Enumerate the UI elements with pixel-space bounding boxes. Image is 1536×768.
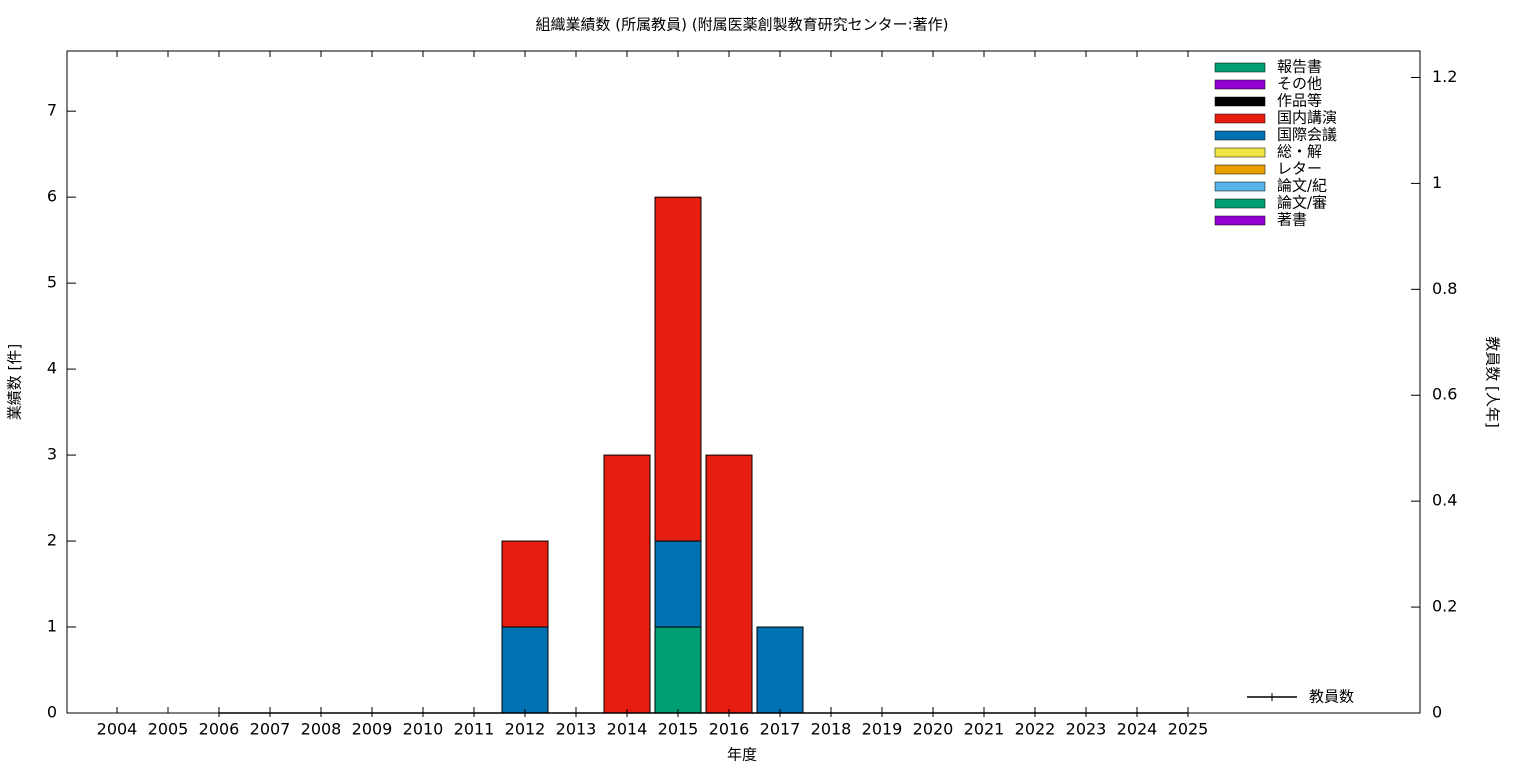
bar-segment bbox=[603, 454, 651, 714]
legend-swatch bbox=[1214, 164, 1266, 175]
legend-label: 論文/紀 bbox=[1277, 177, 1327, 195]
y2-tick-label: 1.2 bbox=[1432, 67, 1457, 86]
x-tick-label: 2009 bbox=[352, 720, 393, 739]
bar-segment bbox=[654, 626, 702, 714]
legend-swatch bbox=[1214, 215, 1266, 226]
bar-segment bbox=[756, 626, 804, 714]
legend-swatch bbox=[1214, 113, 1266, 124]
legend-label: その他 bbox=[1277, 75, 1322, 93]
legend-label: 教員数 bbox=[1309, 688, 1354, 706]
x-tick-label: 2016 bbox=[709, 720, 750, 739]
bar-segment bbox=[654, 196, 702, 542]
x-tick-label: 2015 bbox=[658, 720, 699, 739]
x-tick-label: 2007 bbox=[250, 720, 291, 739]
legend-label: 作品等 bbox=[1277, 92, 1322, 110]
y2-tick-label: 0.4 bbox=[1432, 491, 1457, 510]
y-tick-label: 2 bbox=[47, 531, 57, 550]
legend-swatch bbox=[1214, 96, 1266, 107]
legend-label: 国内講演 bbox=[1277, 109, 1337, 127]
x-tick-label: 2021 bbox=[964, 720, 1005, 739]
y-tick-label: 4 bbox=[47, 359, 57, 378]
y-tick-label: 3 bbox=[47, 445, 57, 464]
legend-label: 著書 bbox=[1277, 211, 1307, 229]
y-tick-label: 5 bbox=[47, 273, 57, 292]
bar-segment bbox=[501, 626, 549, 714]
bar-segment bbox=[501, 540, 549, 628]
x-tick-label: 2020 bbox=[913, 720, 954, 739]
x-tick-label: 2014 bbox=[607, 720, 648, 739]
bar-segment bbox=[654, 540, 702, 628]
x-tick-label: 2004 bbox=[97, 720, 138, 739]
y-tick-label: 0 bbox=[47, 703, 57, 722]
y-tick-label: 1 bbox=[47, 617, 57, 636]
y-tick-label: 7 bbox=[47, 101, 57, 120]
x-tick-label: 2005 bbox=[148, 720, 189, 739]
x-tick-label: 2024 bbox=[1117, 720, 1158, 739]
x-tick-label: 2025 bbox=[1168, 720, 1209, 739]
x-tick-label: 2017 bbox=[760, 720, 801, 739]
y-tick-label: 6 bbox=[47, 187, 57, 206]
chart-title: 組織業績数 (所属教員) (附属医薬創製教育研究センター:著作) bbox=[535, 16, 948, 34]
plot-frame bbox=[66, 50, 1421, 714]
legend-swatch bbox=[1214, 62, 1266, 73]
y2-tick-label: 0.2 bbox=[1432, 597, 1457, 616]
x-tick-label: 2013 bbox=[556, 720, 597, 739]
x-axis-label: 年度 bbox=[727, 746, 757, 764]
x-tick-label: 2006 bbox=[199, 720, 240, 739]
y2-tick-label: 0 bbox=[1432, 703, 1442, 722]
legend-swatch bbox=[1214, 147, 1266, 158]
bar-segment bbox=[705, 454, 753, 714]
x-tick-label: 2019 bbox=[862, 720, 903, 739]
y2-tick-label: 1 bbox=[1432, 173, 1442, 192]
y-axis-label: 業績数 [件] bbox=[6, 344, 24, 420]
legend-label: レター bbox=[1277, 160, 1322, 178]
y2-tick-label: 0.6 bbox=[1432, 385, 1457, 404]
x-tick-label: 2008 bbox=[301, 720, 342, 739]
legend-swatch bbox=[1214, 181, 1266, 192]
x-tick-label: 2018 bbox=[811, 720, 852, 739]
x-tick-label: 2010 bbox=[403, 720, 444, 739]
x-tick-label: 2012 bbox=[505, 720, 546, 739]
legend-label: 報告書 bbox=[1277, 58, 1322, 76]
legend-swatch bbox=[1214, 130, 1266, 141]
x-tick-label: 2011 bbox=[454, 720, 495, 739]
legend-swatch bbox=[1214, 198, 1266, 209]
legend-label: 論文/審 bbox=[1277, 194, 1327, 212]
legend-label: 国際会議 bbox=[1277, 126, 1337, 144]
y2-tick-label: 0.8 bbox=[1432, 279, 1457, 298]
x-tick-label: 2023 bbox=[1066, 720, 1107, 739]
legend-label: 総・解 bbox=[1277, 143, 1322, 161]
x-tick-label: 2022 bbox=[1015, 720, 1056, 739]
y2-axis-label: 教員数 [人年] bbox=[1484, 336, 1502, 427]
legend-swatch bbox=[1214, 79, 1266, 90]
